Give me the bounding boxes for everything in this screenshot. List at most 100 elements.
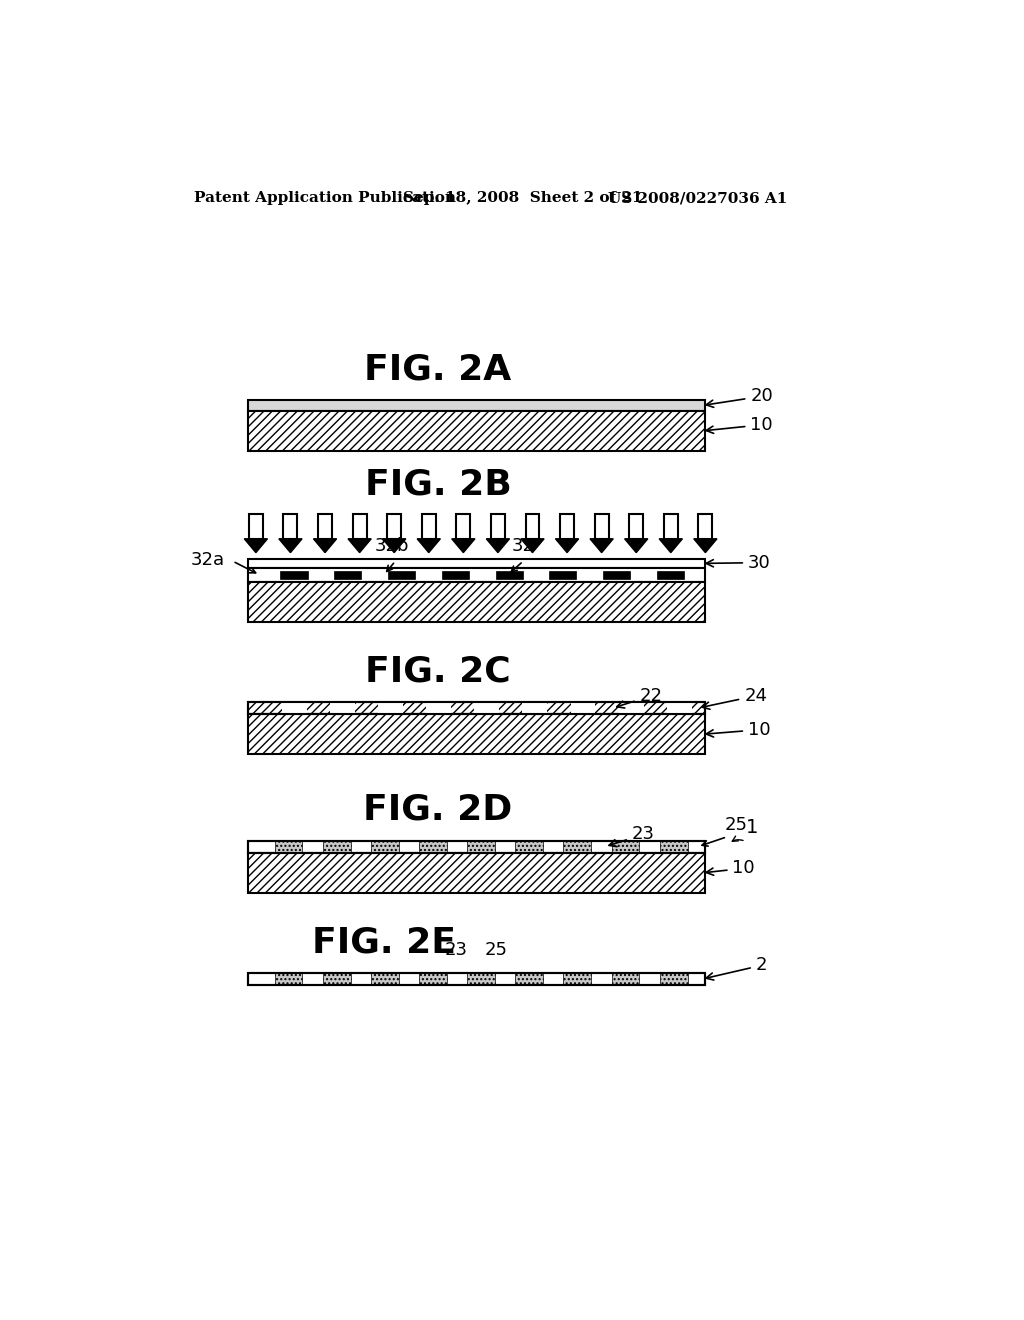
Text: 10: 10 [707, 859, 755, 878]
Bar [611, 841, 639, 853]
Bar [474, 702, 499, 714]
Text: 10: 10 [707, 416, 773, 434]
Bar [281, 572, 307, 579]
Bar [659, 841, 687, 853]
Bar [618, 702, 643, 714]
Bar [560, 515, 574, 539]
Polygon shape [521, 539, 544, 553]
Bar [248, 702, 706, 714]
Text: 32a: 32a [190, 550, 225, 569]
Bar [248, 702, 706, 714]
Bar [330, 702, 354, 714]
Bar [570, 702, 595, 714]
Text: 2: 2 [706, 957, 767, 979]
Bar [248, 973, 706, 985]
Bar [659, 973, 687, 985]
Polygon shape [590, 539, 613, 553]
Bar [248, 973, 706, 985]
Bar [467, 973, 495, 985]
Polygon shape [245, 539, 267, 553]
Bar [457, 515, 470, 539]
Text: 30: 30 [707, 553, 771, 572]
Polygon shape [452, 539, 475, 553]
Bar [352, 515, 367, 539]
Bar [371, 841, 398, 853]
Bar [282, 702, 306, 714]
Text: 1: 1 [745, 818, 758, 837]
Bar [274, 973, 302, 985]
Bar [490, 515, 505, 539]
Bar [248, 841, 706, 853]
Bar [467, 841, 495, 853]
Bar [318, 515, 332, 539]
Bar [595, 515, 608, 539]
Bar [611, 973, 639, 985]
Bar [248, 411, 706, 451]
Polygon shape [313, 539, 337, 553]
Bar [371, 973, 398, 985]
Bar [441, 572, 469, 579]
Bar [248, 714, 706, 755]
Bar [525, 515, 540, 539]
Text: 23: 23 [609, 825, 654, 846]
Bar [667, 702, 691, 714]
Polygon shape [659, 539, 682, 553]
Bar [388, 572, 415, 579]
Bar [657, 572, 684, 579]
Text: 32b: 32b [374, 537, 409, 554]
Bar [248, 853, 706, 892]
Bar [603, 572, 631, 579]
Polygon shape [417, 539, 440, 553]
Bar [249, 515, 263, 539]
Text: Patent Application Publication: Patent Application Publication [194, 191, 456, 206]
Text: FIG. 2A: FIG. 2A [365, 352, 512, 387]
Text: FIG. 2B: FIG. 2B [365, 467, 511, 502]
Text: 24: 24 [702, 686, 767, 709]
Bar [387, 515, 401, 539]
Bar [334, 572, 361, 579]
Text: 32: 32 [512, 537, 535, 554]
Bar [426, 702, 451, 714]
Bar [629, 515, 643, 539]
Bar [698, 515, 713, 539]
Bar [248, 558, 706, 568]
Bar [522, 702, 547, 714]
Bar [248, 841, 706, 853]
Polygon shape [625, 539, 648, 553]
Text: FIG. 2D: FIG. 2D [364, 793, 513, 826]
Bar [323, 973, 350, 985]
Bar [515, 841, 543, 853]
Bar [419, 973, 446, 985]
Text: 20: 20 [707, 387, 773, 408]
Bar [378, 702, 402, 714]
Text: Sep. 18, 2008  Sheet 2 of 21: Sep. 18, 2008 Sheet 2 of 21 [403, 191, 643, 206]
Bar [563, 973, 591, 985]
Bar [515, 973, 543, 985]
Polygon shape [555, 539, 579, 553]
Bar [248, 400, 706, 411]
Polygon shape [693, 539, 717, 553]
Bar [248, 568, 706, 582]
Polygon shape [383, 539, 406, 553]
Bar [549, 572, 577, 579]
Text: 22: 22 [616, 686, 663, 708]
Text: FIG. 2E: FIG. 2E [311, 925, 456, 960]
Bar [422, 515, 436, 539]
Bar [563, 841, 591, 853]
Polygon shape [279, 539, 302, 553]
Text: 25: 25 [484, 941, 508, 960]
Text: 10: 10 [707, 721, 771, 739]
Bar [496, 572, 522, 579]
Text: 23: 23 [444, 941, 467, 960]
Text: US 2008/0227036 A1: US 2008/0227036 A1 [608, 191, 787, 206]
Polygon shape [486, 539, 510, 553]
Polygon shape [348, 539, 372, 553]
Bar [664, 515, 678, 539]
Bar [284, 515, 297, 539]
Bar [248, 582, 706, 622]
Text: 25: 25 [725, 817, 748, 834]
Bar [419, 841, 446, 853]
Bar [274, 841, 302, 853]
Text: FIG. 2C: FIG. 2C [366, 655, 511, 688]
Bar [323, 841, 350, 853]
